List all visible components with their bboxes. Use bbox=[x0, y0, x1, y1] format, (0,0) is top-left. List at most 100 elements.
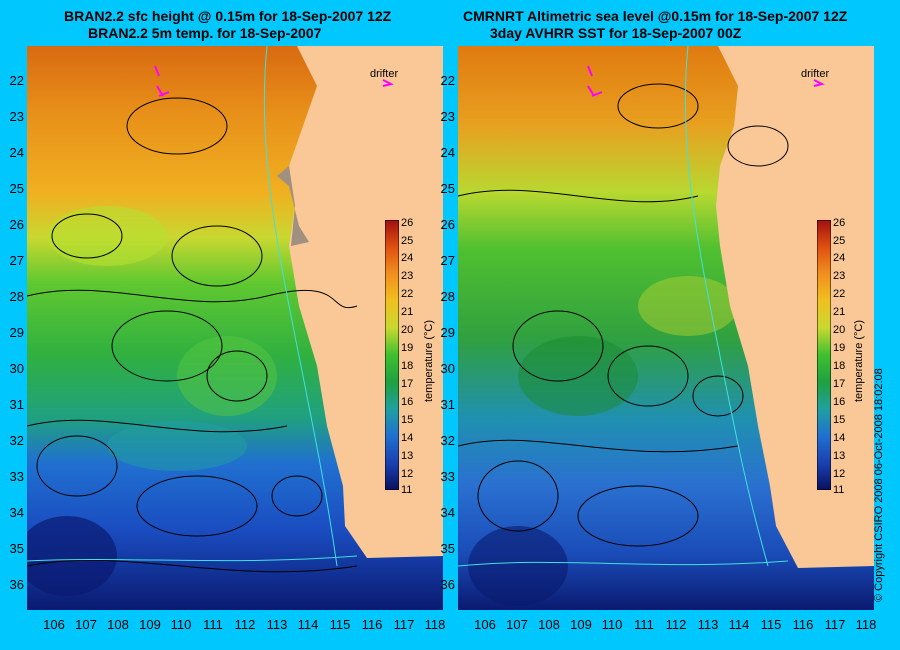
copyright-notice: © Copyright CSIRO 2008 06-Oct-2008 18:02… bbox=[873, 368, 885, 602]
right-title-line2: 3day AVHRR SST for 18-Sep-2007 00Z bbox=[490, 25, 742, 41]
lat-label: 23 bbox=[9, 109, 24, 124]
lat-label: 24 bbox=[440, 145, 455, 160]
colorbar-tick: 25 bbox=[401, 235, 414, 247]
colorbar-left-graphic bbox=[385, 220, 399, 490]
lat-label: 34 bbox=[9, 505, 24, 520]
colorbar-tick: 21 bbox=[401, 306, 414, 318]
lat-label: 36 bbox=[9, 577, 24, 592]
satellite-sst-map-graphic bbox=[458, 46, 874, 610]
lon-label: 113 bbox=[266, 617, 288, 632]
lat-label: 30 bbox=[9, 361, 24, 376]
lon-label: 116 bbox=[792, 617, 814, 632]
left-title-line1: BRAN2.2 sfc height @ 0.15m for 18-Sep-20… bbox=[64, 8, 392, 24]
lon-label: 112 bbox=[665, 617, 687, 632]
lat-label: 28 bbox=[9, 289, 24, 304]
lat-label: 31 bbox=[9, 397, 24, 412]
lon-label: 108 bbox=[538, 617, 560, 632]
lat-label: 33 bbox=[440, 469, 455, 484]
model-sst-map: drifter bbox=[27, 46, 443, 610]
lon-label: 109 bbox=[139, 617, 161, 632]
colorbar-right bbox=[817, 220, 831, 490]
lat-label: 32 bbox=[440, 433, 455, 448]
lon-label: 106 bbox=[474, 617, 496, 632]
lon-label: 106 bbox=[43, 617, 65, 632]
right-title-line1: CMRNRT Altimetric sea level @0.15m for 1… bbox=[463, 8, 848, 24]
colorbar-tick: 22 bbox=[401, 288, 414, 300]
colorbar-tick: 14 bbox=[833, 432, 846, 444]
lon-label: 110 bbox=[170, 617, 192, 632]
lon-label: 107 bbox=[75, 617, 97, 632]
lon-label: 112 bbox=[234, 617, 256, 632]
lat-label: 23 bbox=[440, 109, 455, 124]
lon-label: 110 bbox=[601, 617, 623, 632]
colorbar-tick: 23 bbox=[401, 270, 414, 282]
lat-label: 26 bbox=[440, 217, 455, 232]
lat-label: 32 bbox=[9, 433, 24, 448]
colorbar-tick: 11 bbox=[833, 484, 845, 496]
lat-label: 24 bbox=[9, 145, 24, 160]
colorbar-left bbox=[385, 220, 399, 490]
lon-label: 113 bbox=[697, 617, 719, 632]
lat-label: 36 bbox=[440, 577, 455, 592]
lon-label: 115 bbox=[329, 617, 351, 632]
colorbar-tick: 19 bbox=[401, 342, 414, 354]
lon-label: 114 bbox=[297, 617, 319, 632]
lat-label: 35 bbox=[440, 541, 455, 556]
lat-label: 27 bbox=[9, 253, 24, 268]
colorbar-left-title: temperature (°C) bbox=[423, 319, 435, 402]
lat-label: 35 bbox=[9, 541, 24, 556]
lat-label: 31 bbox=[440, 397, 455, 412]
lon-label: 115 bbox=[760, 617, 782, 632]
lon-label: 114 bbox=[728, 617, 750, 632]
colorbar-tick: 12 bbox=[833, 468, 846, 480]
colorbar-right-title: temperature (°C) bbox=[853, 319, 865, 402]
model-sst-map-graphic bbox=[27, 46, 443, 610]
colorbar-tick: 12 bbox=[401, 468, 414, 480]
lat-label: 25 bbox=[9, 181, 24, 196]
lon-label: 109 bbox=[570, 617, 592, 632]
colorbar-tick: 20 bbox=[833, 324, 846, 336]
colorbar-tick: 14 bbox=[401, 432, 414, 444]
lat-label: 22 bbox=[9, 73, 24, 88]
satellite-sst-map: drifter bbox=[458, 46, 874, 610]
colorbar-tick: 15 bbox=[833, 414, 846, 426]
colorbar-tick: 26 bbox=[833, 217, 846, 229]
lon-label: 111 bbox=[203, 617, 223, 632]
colorbar-tick: 18 bbox=[833, 360, 846, 372]
colorbar-tick: 25 bbox=[833, 235, 846, 247]
lon-label: 107 bbox=[506, 617, 528, 632]
colorbar-tick: 13 bbox=[401, 450, 414, 462]
lon-label: 111 bbox=[634, 617, 654, 632]
lat-label: 29 bbox=[9, 325, 24, 340]
lat-label: 33 bbox=[9, 469, 24, 484]
left-title-line2: BRAN2.2 5m temp. for 18-Sep-2007 bbox=[88, 25, 322, 41]
colorbar-tick: 19 bbox=[833, 342, 846, 354]
colorbar-tick: 23 bbox=[833, 270, 846, 282]
colorbar-tick: 22 bbox=[833, 288, 846, 300]
colorbar-tick: 17 bbox=[833, 378, 846, 390]
lat-label: 30 bbox=[440, 361, 455, 376]
colorbar-tick: 18 bbox=[401, 360, 414, 372]
lon-label: 118 bbox=[424, 617, 446, 632]
lat-label: 29 bbox=[440, 325, 455, 340]
lat-label: 34 bbox=[440, 505, 455, 520]
lon-label: 118 bbox=[855, 617, 877, 632]
colorbar-tick: 21 bbox=[833, 306, 846, 318]
colorbar-tick: 17 bbox=[401, 378, 414, 390]
lon-label: 117 bbox=[824, 617, 846, 632]
drifter-label-left: drifter bbox=[370, 68, 399, 80]
colorbar-tick: 15 bbox=[401, 414, 414, 426]
colorbar-tick: 16 bbox=[833, 396, 846, 408]
lon-label: 117 bbox=[393, 617, 415, 632]
lat-label: 28 bbox=[440, 289, 455, 304]
colorbar-tick: 16 bbox=[401, 396, 414, 408]
lat-label: 22 bbox=[440, 73, 455, 88]
lat-label: 26 bbox=[9, 217, 24, 232]
lon-label: 108 bbox=[107, 617, 129, 632]
lat-label: 27 bbox=[440, 253, 455, 268]
colorbar-right-graphic bbox=[817, 220, 831, 490]
colorbar-tick: 11 bbox=[401, 484, 413, 496]
lon-label: 116 bbox=[361, 617, 383, 632]
drifter-label-right: drifter bbox=[801, 68, 830, 80]
colorbar-tick: 13 bbox=[833, 450, 846, 462]
